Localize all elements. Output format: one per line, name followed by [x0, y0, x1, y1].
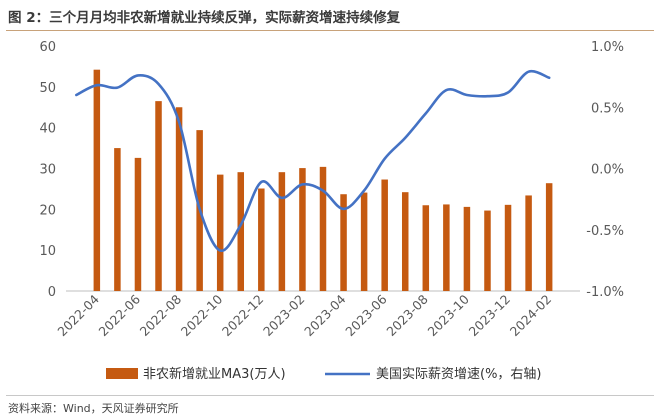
left-y-tick-label: 40 [39, 122, 56, 137]
x-axis-ticks: 2022-042022-062022-082022-102022-122023-… [54, 291, 554, 339]
bar [443, 204, 450, 291]
legend-bar-label: 非农新增就业MA3(万人) [143, 366, 286, 382]
x-tick-label: 2022-08 [137, 291, 185, 339]
left-y-tick-label: 60 [39, 40, 56, 55]
x-tick-label: 2023-04 [301, 291, 349, 339]
bar [401, 192, 409, 291]
x-tick-label: 2024-02 [507, 292, 555, 340]
bar [360, 192, 368, 291]
bar [114, 148, 121, 291]
right-y-axis: -1.0% -0.5% 0.0% 0.5% 1.0% [586, 40, 624, 300]
bar [484, 210, 491, 291]
left-y-tick-label: 0 [48, 285, 56, 300]
bar [381, 179, 388, 291]
bottom-rule [6, 395, 654, 396]
x-tick-label: 2023-08 [383, 291, 431, 339]
bar [422, 205, 430, 291]
x-tick-label: 2023-12 [466, 292, 514, 340]
source-note: 资料来源：Wind，天风证券研究所 [8, 402, 179, 415]
bar [93, 69, 101, 291]
left-y-tick-label: 20 [39, 203, 56, 218]
x-tick-label: 2022-10 [178, 291, 226, 339]
bar [340, 194, 347, 291]
x-tick-label: 2022-04 [54, 291, 102, 339]
bar-series [93, 69, 553, 291]
x-tick-label: 2023-06 [342, 291, 390, 339]
left-y-tick-label: 30 [39, 163, 56, 178]
title-rule [6, 30, 654, 31]
bar [545, 183, 553, 291]
bar [463, 206, 471, 291]
x-tick-label: 2022-06 [96, 291, 144, 339]
figure-title: 图 2：三个月月均非农新增就业持续反弹，实际薪资增速持续修复 [8, 10, 401, 26]
bar [216, 174, 224, 291]
left-y-tick-label: 10 [39, 244, 56, 259]
legend: 非农新增就业MA3(万人) 美国实际薪资增速(%，右轴) [106, 366, 542, 382]
bar [319, 166, 327, 291]
x-tick-label: 2023-02 [260, 292, 308, 340]
bar [278, 172, 286, 291]
bar [525, 195, 532, 291]
legend-bar-swatch [106, 368, 138, 379]
bar [175, 107, 183, 291]
right-y-tick-label: 0.0% [591, 163, 624, 178]
bar [134, 157, 142, 291]
x-tick-label: 2022-12 [219, 292, 267, 340]
right-y-tick-label: -1.0% [586, 285, 624, 300]
left-y-tick-label: 50 [39, 81, 56, 96]
bar [155, 101, 162, 291]
bar [237, 172, 245, 291]
bar [504, 204, 512, 291]
right-y-tick-label: 0.5% [591, 101, 624, 116]
right-y-tick-label: 1.0% [591, 40, 624, 55]
right-y-tick-label: -0.5% [586, 224, 624, 239]
line-series-wage-growth [75, 69, 551, 253]
left-y-axis: 0 10 20 30 40 50 60 [39, 40, 56, 300]
bar [299, 168, 306, 291]
legend-line-label: 美国实际薪资增速(%，右轴) [376, 367, 542, 382]
bar [258, 188, 265, 291]
x-tick-label: 2023-10 [424, 291, 472, 339]
